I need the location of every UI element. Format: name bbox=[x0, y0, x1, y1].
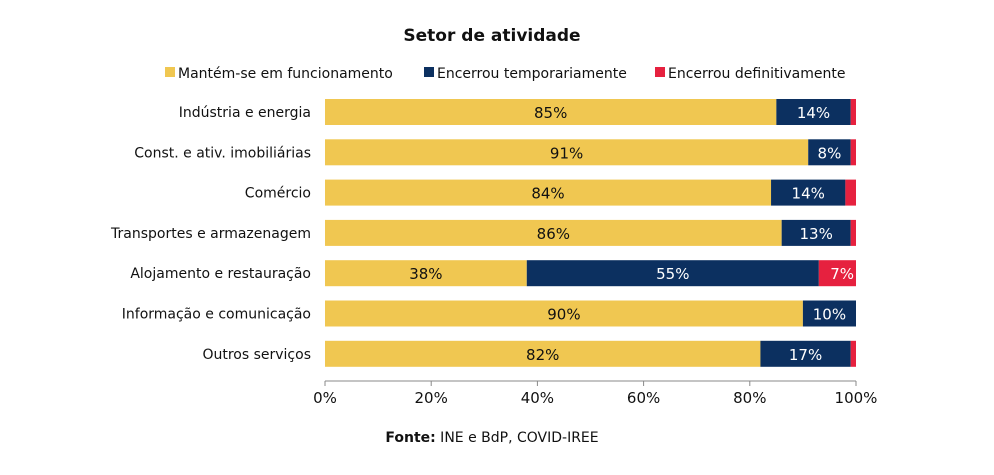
category-label: Informação e comunicação bbox=[122, 307, 311, 323]
bar-segment bbox=[850, 139, 856, 166]
data-label: 8% bbox=[818, 144, 842, 162]
bar-segment bbox=[802, 300, 856, 327]
data-label: 85% bbox=[534, 104, 567, 122]
bar-segment bbox=[771, 179, 846, 206]
data-label: 90% bbox=[547, 306, 580, 324]
data-label: 91% bbox=[550, 144, 583, 162]
data-label: 10% bbox=[813, 306, 846, 324]
legend-swatch-2 bbox=[655, 67, 665, 77]
source-label: Fonte: bbox=[385, 430, 435, 446]
bar-segment bbox=[325, 179, 772, 206]
bar-segment bbox=[325, 260, 527, 287]
category-label: Const. e ativ. imobiliárias bbox=[134, 145, 311, 161]
data-label: 17% bbox=[789, 346, 822, 364]
bar-segment bbox=[818, 260, 856, 287]
data-label: 38% bbox=[409, 265, 442, 283]
bar-segment bbox=[850, 340, 856, 367]
data-label: 55% bbox=[656, 265, 689, 283]
bar-segment bbox=[325, 300, 803, 327]
bar-segment bbox=[325, 99, 777, 125]
x-tick-label: 60% bbox=[627, 389, 660, 407]
legend-label-0: Mantém-se em funcionamento bbox=[178, 66, 393, 82]
bars: Indústria e energia 85% 14% Const. e ativ. … bbox=[110, 99, 856, 367]
bar-segment bbox=[845, 179, 856, 206]
x-tick-label: 20% bbox=[415, 389, 448, 407]
category-label: Indústria e energia bbox=[179, 105, 311, 121]
x-tick-label: 80% bbox=[733, 389, 766, 407]
category-label: Outros serviços bbox=[202, 347, 311, 363]
category-label: Comércio bbox=[245, 186, 311, 202]
bar-segment bbox=[850, 219, 856, 246]
legend-swatch-1 bbox=[424, 67, 434, 77]
bar-segment bbox=[325, 139, 809, 166]
bar-segment bbox=[760, 340, 851, 367]
data-label: 82% bbox=[526, 346, 559, 364]
x-tick-label: 0% bbox=[313, 389, 337, 407]
bar-segment bbox=[776, 99, 851, 125]
legend-label-1: Encerrou temporariamente bbox=[437, 66, 627, 82]
x-tick-label: 100% bbox=[835, 389, 878, 407]
data-label: 13% bbox=[800, 225, 833, 243]
x-axis: 0% 20% 40% 60% 80% 100% bbox=[313, 380, 878, 407]
data-label: 84% bbox=[531, 185, 564, 203]
data-label: 14% bbox=[792, 185, 825, 203]
legend-swatch-0 bbox=[165, 67, 175, 77]
x-tick-label: 40% bbox=[521, 389, 554, 407]
source-text: INE e BdP, COVID-IREE bbox=[436, 430, 599, 446]
bar-segment bbox=[808, 139, 851, 166]
category-label: Alojamento e restauração bbox=[130, 266, 311, 282]
source-note: Fonte: INE e BdP, COVID-IREE bbox=[385, 430, 598, 446]
bar-segment bbox=[526, 260, 819, 287]
bar-segment bbox=[781, 219, 851, 246]
legend-label-2: Encerrou definitivamente bbox=[668, 66, 845, 82]
bar-segment bbox=[325, 340, 761, 367]
data-label: 7% bbox=[830, 265, 854, 283]
bar-segment bbox=[850, 99, 856, 125]
category-label: Transportes e armazenagem bbox=[110, 226, 311, 242]
data-label: 14% bbox=[797, 104, 830, 122]
chart-title: Setor de atividade bbox=[403, 26, 580, 46]
bar-segment bbox=[325, 219, 782, 246]
data-label: 86% bbox=[537, 225, 570, 243]
legend: Mantém-se em funcionamento Encerrou tempo… bbox=[165, 66, 845, 82]
